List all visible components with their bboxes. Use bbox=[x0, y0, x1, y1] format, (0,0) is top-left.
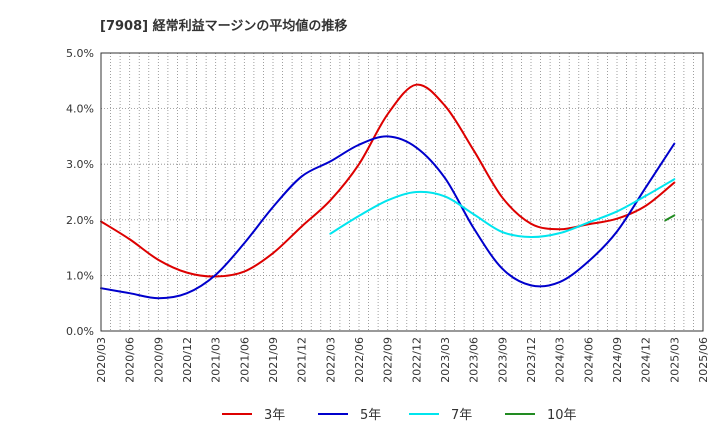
x-tick-label: 2020/06 bbox=[124, 337, 137, 383]
x-tick-label: 2025/03 bbox=[668, 337, 681, 383]
x-tick-label: 2020/03 bbox=[95, 337, 108, 383]
plot-frame bbox=[100, 52, 704, 332]
y-tick-label: 0.0% bbox=[66, 325, 94, 338]
legend-label: 7年 bbox=[451, 408, 472, 423]
y-tick-label: 5.0% bbox=[66, 47, 94, 60]
legend-label: 5年 bbox=[360, 408, 381, 423]
x-tick-label: 2023/03 bbox=[439, 337, 452, 383]
x-tick-label: 2021/09 bbox=[267, 337, 280, 383]
x-tick-label: 2023/12 bbox=[525, 337, 538, 383]
x-tick-label: 2023/09 bbox=[496, 337, 509, 383]
x-tick-label: 2022/06 bbox=[353, 337, 366, 383]
y-tick-label: 4.0% bbox=[66, 103, 94, 116]
x-tick-label: 2020/12 bbox=[181, 337, 194, 383]
x-tick-label: 2021/03 bbox=[210, 337, 223, 383]
chart-title: [7908] 経常利益マージンの平均値の推移 bbox=[100, 18, 347, 34]
x-tick-label: 2024/09 bbox=[611, 337, 624, 383]
x-tick-label: 2022/12 bbox=[410, 337, 423, 383]
x-tick-label: 2022/09 bbox=[382, 337, 395, 383]
y-axis: 0.0% 1.0% 2.0% 3.0% 4.0% 5.0% bbox=[66, 47, 94, 338]
x-tick-label: 2020/09 bbox=[152, 337, 165, 383]
legend: 3年 5年 7年 10年 bbox=[222, 408, 577, 423]
legend-label: 3年 bbox=[264, 408, 285, 423]
y-tick-label: 3.0% bbox=[66, 158, 94, 171]
x-tick-label: 2024/03 bbox=[554, 337, 567, 383]
x-tick-label: 2023/06 bbox=[468, 337, 481, 383]
y-tick-label: 2.0% bbox=[66, 214, 94, 227]
series-line-4 bbox=[664, 214, 676, 222]
x-tick-label: 2022/03 bbox=[324, 337, 337, 383]
grid bbox=[101, 53, 703, 331]
x-tick-label: 2021/06 bbox=[238, 337, 251, 383]
series-lines bbox=[100, 83, 676, 300]
legend-label: 10年 bbox=[547, 408, 577, 423]
x-tick-label: 2021/12 bbox=[296, 337, 309, 383]
x-tick-label: 2024/12 bbox=[640, 337, 653, 383]
y-tick-label: 1.0% bbox=[66, 269, 94, 282]
x-axis: 2020/03 2020/06 2020/09 2020/12 2021/03 2021/… bbox=[95, 337, 710, 383]
x-tick-label: 2024/06 bbox=[582, 337, 595, 383]
x-tick-label: 2025/06 bbox=[697, 337, 710, 383]
